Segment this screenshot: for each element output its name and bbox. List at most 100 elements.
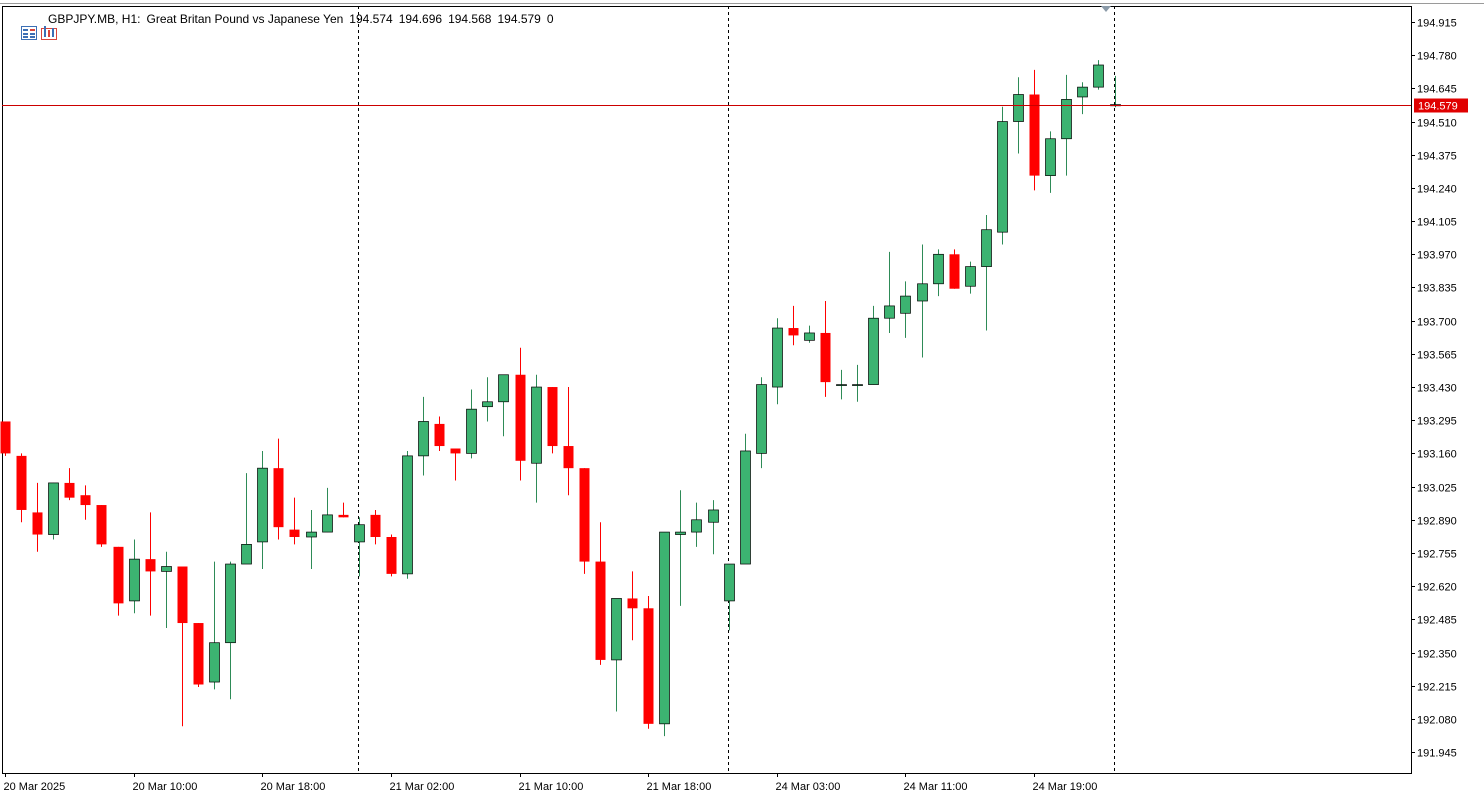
candle-body-bull [981,229,992,267]
candle-body-bear [386,537,397,574]
candle-body-bull [531,386,542,464]
candle-body-bull [659,531,670,725]
price-tick-label: 193.295 [1417,416,1457,428]
candle-body-bear [32,512,43,535]
candle-body-bull [917,283,928,302]
candle-body-bull [836,384,847,386]
time-tick-label: 21 Mar 02:00 [390,781,455,793]
candle-body-bear [193,623,204,685]
candle-body-bull [402,455,413,575]
candle-body-bull [257,467,268,543]
candle-body-bear [145,559,156,572]
time-tick-label: 20 Mar 2025 [4,781,66,793]
candle-body-bull [306,531,317,538]
chart-shift-marker[interactable] [1101,6,1111,12]
time-tick-label: 20 Mar 10:00 [133,781,198,793]
price-tick-label: 193.565 [1417,350,1457,362]
candle-body-bear [450,448,461,454]
price-tick-label: 192.620 [1417,582,1457,594]
symbol-timeframe: GBPJPY.MB, H1: [48,12,141,26]
ohlc-volume: 0 [546,12,554,26]
price-tick-label: 194.915 [1417,18,1457,30]
price-tick-label: 192.215 [1417,682,1457,694]
price-tick-label: 194.780 [1417,51,1457,63]
candle-body-bull [354,524,365,543]
current-price-tag-text: 194.579 [1418,101,1458,113]
candle-body-bear [1029,94,1040,176]
candle-body-bear [949,254,960,289]
candle-body-bear [289,529,300,537]
candle-body-bull [965,266,976,287]
candle-body-bull [1061,99,1072,140]
candle-body-bull [611,598,622,661]
chart-window-icon[interactable] [28,12,58,40]
price-tick-label: 193.025 [1417,483,1457,495]
candle-body-bull [691,519,702,533]
candle-body-bull [740,450,751,565]
candle-body-bear [96,505,107,545]
current-price-tag: 194.579 [1414,98,1468,113]
candle-body-bull [1093,64,1104,88]
time-tick-label: 24 Mar 11:00 [904,781,968,793]
price-tick-label: 193.160 [1417,449,1457,461]
time-tick-label: 21 Mar 10:00 [519,781,584,793]
candle-body-bull [322,514,333,533]
ohlc-close: 194.579 [497,12,541,26]
ohlc-low: 194.568 [448,12,492,26]
candle-body-bear [16,455,27,510]
price-tick-label: 194.240 [1417,184,1457,196]
candle-body-bear [643,608,654,724]
candle-body-bull [772,327,783,388]
candle-body-bear [547,387,558,447]
price-tick-label: 193.700 [1417,317,1457,329]
price-tick-label: 194.105 [1417,217,1457,229]
time-axis[interactable]: 20 Mar 2025 20 Mar 10:00 20 Mar 18:00 21 Ma… [4,773,1098,793]
candle-body-bear [788,328,799,336]
candle-body-bull [1045,138,1056,176]
candle-body-bull [161,566,172,572]
time-tick-label: 24 Mar 19:00 [1033,781,1098,793]
candle-body-bull [209,642,220,683]
candle-body-bull [418,421,429,457]
candle-body-bull [48,482,59,535]
candle-body-bull [997,121,1008,233]
price-tick-label: 193.430 [1417,383,1457,395]
candle-body-bull [804,332,815,341]
price-tick-label: 192.485 [1417,615,1457,627]
candle-body-bull [900,295,911,314]
candles-layer [0,60,1121,737]
candle-body-bear [515,374,526,461]
ohlc-open: 194.574 [349,12,393,26]
ohlc-high: 194.696 [398,12,443,26]
candle-body-bear [579,468,590,562]
candle-body-bear [595,561,606,660]
candle-body-bull [724,563,735,602]
symbol-description: Great Britan Pound vs Japanese Yen [146,12,344,26]
candle-body-bull [852,384,863,386]
candle-body-bull [1077,86,1088,98]
chart-frame [0,3,1484,774]
candle-body-bear [0,421,11,454]
candle-body-bear [273,468,284,528]
time-tick-label: 24 Mar 03:00 [776,781,841,793]
price-tick-label: 192.350 [1417,649,1457,661]
candle-body-bear [113,546,124,604]
candle-body-bull [933,253,944,285]
time-tick-label: 20 Mar 18:00 [261,781,326,793]
candle-body-bull [129,558,140,602]
window-list-icon[interactable] [8,12,38,40]
current-price-tag-bg [1414,98,1468,113]
chart-header: GBPJPY.MB, H1: Great Britan Pound vs Jap… [8,10,560,40]
candle-body-bull [225,563,236,644]
day-separators [358,6,1115,773]
candle-body-bull [675,531,686,535]
price-axis[interactable]: 194.915 194.780 194.645 194.510 194.375 194.2… [1411,18,1457,760]
candle-body-bull [708,509,719,523]
candle-body-bull [498,374,509,403]
time-tick-label: 21 Mar 18:00 [647,781,712,793]
price-tick-label: 194.510 [1417,118,1457,130]
candle-body-bull [884,305,895,319]
candle-body-bull [1013,94,1024,122]
candle-body-bear [64,482,75,498]
